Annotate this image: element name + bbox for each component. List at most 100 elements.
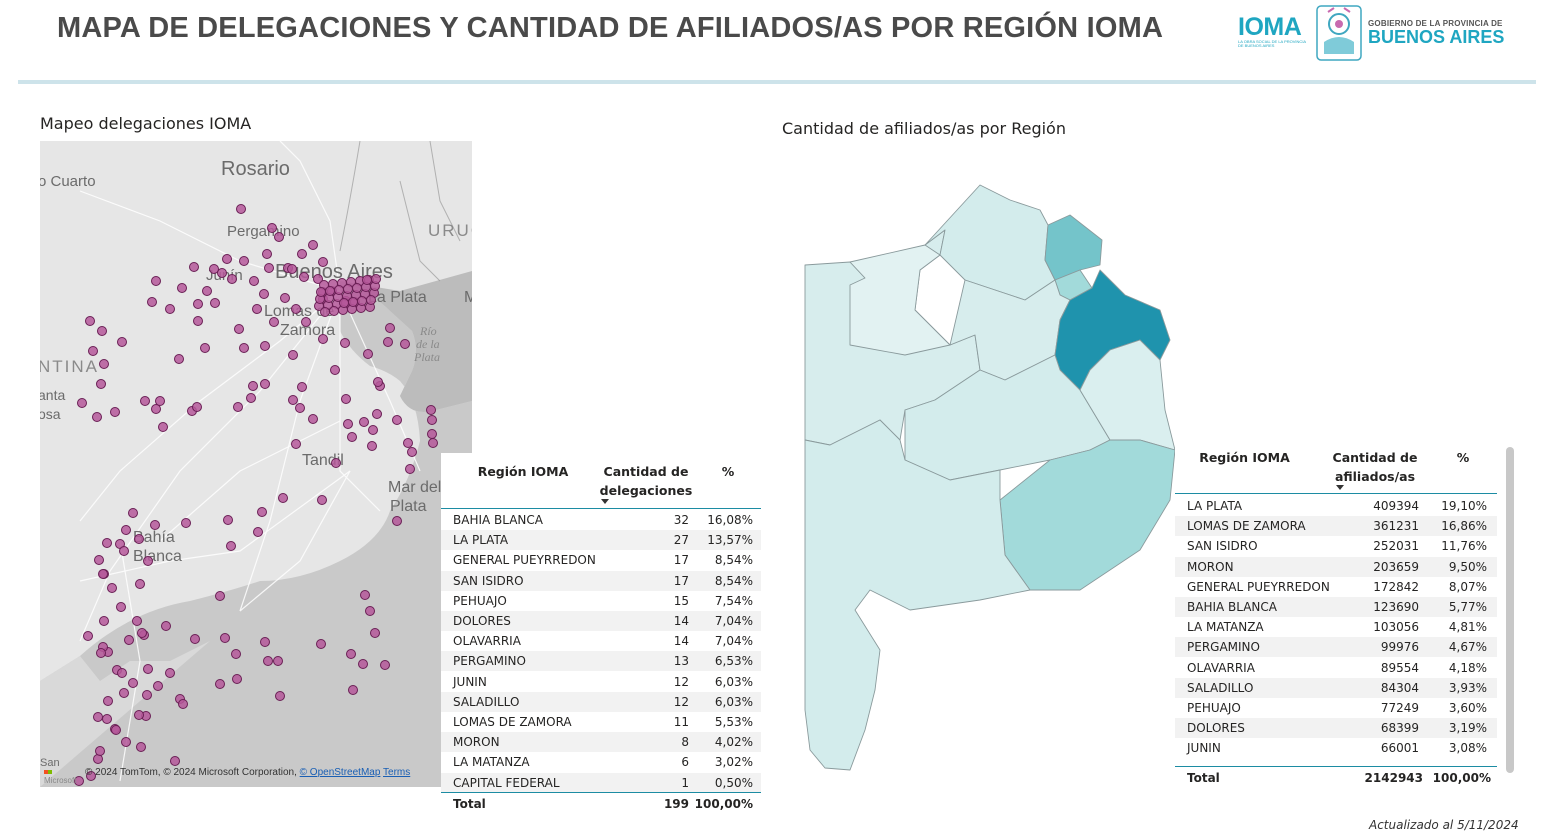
col-cantidad-header-line1[interactable]: Cantidad de	[603, 464, 689, 479]
delegation-marker[interactable]	[403, 438, 413, 448]
table-row[interactable]: JUNIN 12 6,03%	[441, 672, 761, 692]
delegation-marker[interactable]	[357, 296, 367, 306]
delegation-marker[interactable]	[371, 274, 381, 284]
table-row[interactable]: LA MATANZA 103056 4,81%	[1175, 617, 1497, 637]
delegation-marker[interactable]	[174, 354, 184, 364]
delegation-marker[interactable]	[99, 616, 109, 626]
table-row[interactable]: CAPITAL FEDERAL 1 0,50%	[441, 772, 761, 793]
delegation-marker[interactable]	[85, 316, 95, 326]
delegation-marker[interactable]	[257, 507, 267, 517]
delegation-marker[interactable]	[220, 633, 230, 643]
delegation-marker[interactable]	[155, 396, 165, 406]
delegation-marker[interactable]	[380, 660, 390, 670]
delegation-marker[interactable]	[343, 284, 353, 294]
delegation-marker[interactable]	[362, 275, 372, 285]
table-row[interactable]: JUNIN 66001 3,08%	[1175, 738, 1497, 758]
delegation-marker[interactable]	[178, 699, 188, 709]
table-row[interactable]: BAHIA BLANCA 123690 5,77%	[1175, 597, 1497, 617]
delegation-marker[interactable]	[426, 405, 436, 415]
delegation-marker[interactable]	[189, 262, 199, 272]
delegation-marker[interactable]	[330, 365, 340, 375]
delegation-marker[interactable]	[339, 298, 349, 308]
delegation-marker[interactable]	[128, 508, 138, 518]
delegation-marker[interactable]	[316, 639, 326, 649]
delegation-marker[interactable]	[110, 407, 120, 417]
delegation-marker[interactable]	[161, 621, 171, 631]
delegation-marker[interactable]	[170, 756, 180, 766]
delegation-marker[interactable]	[341, 394, 351, 404]
delegation-marker[interactable]	[316, 287, 326, 297]
openstreetmap-link[interactable]: © OpenStreetMap	[299, 767, 381, 778]
delegation-marker[interactable]	[259, 289, 269, 299]
delegation-marker[interactable]	[331, 458, 341, 468]
delegation-marker[interactable]	[236, 204, 246, 214]
table-row[interactable]: SAN ISIDRO 17 8,54%	[441, 570, 761, 591]
delegation-marker[interactable]	[383, 337, 393, 347]
delegation-marker[interactable]	[267, 223, 277, 233]
delegation-marker[interactable]	[359, 417, 369, 427]
delegation-marker[interactable]	[269, 317, 279, 327]
delegation-marker[interactable]	[192, 402, 202, 412]
delegation-marker[interactable]	[117, 668, 127, 678]
delegation-marker[interactable]	[193, 316, 203, 326]
delegation-marker[interactable]	[147, 297, 157, 307]
delegaciones-map[interactable]: Rosario o Cuarto Pergamino URUG Junín Bu…	[40, 141, 472, 787]
table-row[interactable]: SALADILLO 84304 3,93%	[1175, 677, 1497, 698]
delegation-marker[interactable]	[334, 285, 344, 295]
delegation-marker[interactable]	[134, 534, 144, 544]
delegation-marker[interactable]	[400, 339, 410, 349]
table-row[interactable]: DOLORES 14 7,04%	[441, 611, 761, 631]
delegation-marker[interactable]	[301, 317, 311, 327]
delegation-marker[interactable]	[373, 377, 383, 387]
delegation-marker[interactable]	[177, 283, 187, 293]
delegation-marker[interactable]	[360, 590, 370, 600]
delegation-marker[interactable]	[287, 264, 297, 274]
delegation-marker[interactable]	[263, 656, 273, 666]
delegation-marker[interactable]	[288, 395, 298, 405]
table-row[interactable]: LA PLATA 409394 19,10%	[1175, 496, 1497, 516]
delegation-marker[interactable]	[262, 249, 272, 259]
delegation-marker[interactable]	[239, 343, 249, 353]
table-row[interactable]: LA PLATA 27 13,57%	[441, 530, 761, 551]
delegation-marker[interactable]	[121, 525, 131, 535]
delegation-marker[interactable]	[226, 541, 236, 551]
delegation-marker[interactable]	[96, 648, 106, 658]
delegation-marker[interactable]	[239, 256, 249, 266]
delegation-marker[interactable]	[313, 274, 323, 284]
sort-desc-icon[interactable]	[601, 499, 609, 504]
delegation-marker[interactable]	[142, 690, 152, 700]
delegation-marker[interactable]	[202, 286, 212, 296]
table-row[interactable]: PERGAMINO 99976 4,67%	[1175, 637, 1497, 658]
table-row[interactable]: SAN ISIDRO 252031 11,76%	[1175, 536, 1497, 556]
table-row[interactable]: PERGAMINO 13 6,53%	[441, 651, 761, 672]
delegation-marker[interactable]	[358, 659, 368, 669]
delegation-marker[interactable]	[372, 409, 382, 419]
delegation-marker[interactable]	[165, 668, 175, 678]
delegation-marker[interactable]	[291, 439, 301, 449]
delegation-marker[interactable]	[291, 304, 301, 314]
delegation-marker[interactable]	[86, 771, 96, 781]
delegation-marker[interactable]	[77, 398, 87, 408]
region-choropleth-map[interactable]	[780, 170, 1200, 780]
delegation-marker[interactable]	[94, 555, 104, 565]
delegation-marker[interactable]	[407, 447, 417, 457]
delegation-marker[interactable]	[317, 495, 327, 505]
delegation-marker[interactable]	[119, 688, 129, 698]
delegation-marker[interactable]	[217, 268, 227, 278]
delegation-marker[interactable]	[102, 538, 112, 548]
delegation-marker[interactable]	[135, 579, 145, 589]
delegation-marker[interactable]	[136, 742, 146, 752]
delegation-marker[interactable]	[102, 714, 112, 724]
delegation-marker[interactable]	[273, 656, 283, 666]
delegation-marker[interactable]	[111, 725, 121, 735]
delegation-marker[interactable]	[103, 696, 113, 706]
delegation-marker[interactable]	[231, 649, 241, 659]
delegation-marker[interactable]	[209, 264, 219, 274]
delegation-marker[interactable]	[222, 254, 232, 264]
delegation-marker[interactable]	[280, 293, 290, 303]
table-row[interactable]: SALADILLO 12 6,03%	[441, 691, 761, 712]
delegation-marker[interactable]	[363, 349, 373, 359]
delegation-marker[interactable]	[325, 286, 335, 296]
delegation-marker[interactable]	[232, 674, 242, 684]
delegation-marker[interactable]	[132, 616, 142, 626]
